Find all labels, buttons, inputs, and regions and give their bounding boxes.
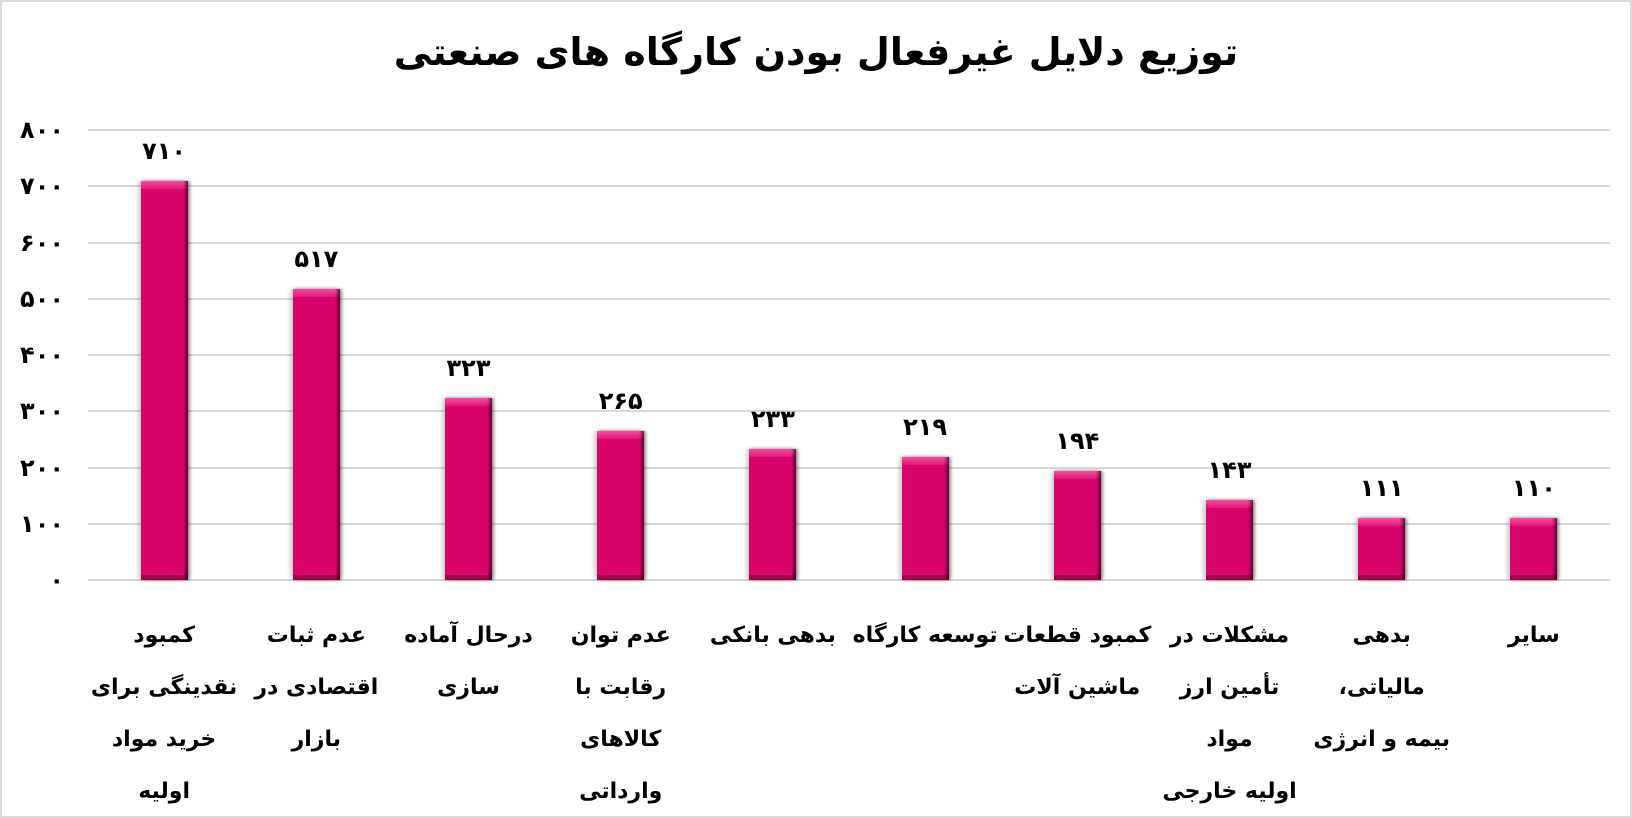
y-axis-tick-label: ۵۰۰ bbox=[20, 284, 64, 313]
y-axis-tick-label: ۳۰۰ bbox=[20, 397, 64, 426]
category-label-line: اقتصادی در bbox=[254, 675, 379, 700]
category-label-line: بیمه و انرژی bbox=[1313, 727, 1450, 752]
bar[interactable] bbox=[1358, 517, 1406, 581]
gridline bbox=[88, 354, 1610, 356]
gridline bbox=[88, 466, 1610, 469]
category-label-line: تأمین ارز مواد bbox=[1179, 675, 1280, 752]
category-label-line: عدم توان bbox=[570, 623, 671, 648]
y-axis-tick-label: ۱۰۰ bbox=[20, 509, 64, 538]
category-label: توسعه کارگاه bbox=[850, 610, 1000, 662]
bar[interactable] bbox=[1053, 470, 1101, 581]
gridline bbox=[88, 410, 1610, 413]
gridline bbox=[88, 579, 1610, 581]
gridline bbox=[88, 522, 1610, 525]
data-value-label: ۱۱۰ bbox=[1511, 474, 1556, 503]
category-label-line: سازی bbox=[437, 675, 500, 700]
category-label-line: کالاهای bbox=[580, 727, 662, 752]
chart-title: توزیع دلایل غیرفعال بودن کارگاه های صنعت… bbox=[393, 30, 1239, 74]
category-label-line: سایر bbox=[1507, 623, 1560, 648]
data-value-label: ۲۱۹ bbox=[903, 412, 948, 441]
category-label: کمبود قطعات ماشین آلات bbox=[1002, 610, 1152, 714]
gridline bbox=[88, 241, 1610, 244]
data-value-label: ۱۱۱ bbox=[1359, 473, 1404, 502]
category-label-line: بدهی بانکی bbox=[709, 623, 836, 648]
bar-bevel bbox=[292, 575, 340, 580]
category-label-line: اولیه خارجی bbox=[1162, 779, 1297, 804]
bar[interactable] bbox=[1206, 499, 1253, 581]
category-label: کمبود نقدینگی برای خرید مواد اولیه bbox=[89, 610, 239, 818]
bar[interactable] bbox=[749, 448, 797, 581]
data-value-label: ۱۹۴ bbox=[1055, 426, 1100, 455]
bar[interactable] bbox=[901, 456, 949, 581]
bar-bevel bbox=[1510, 575, 1558, 580]
bar-bevel bbox=[1053, 575, 1101, 580]
category-label: بدهی بانکی bbox=[698, 610, 848, 662]
gridline bbox=[88, 297, 1610, 300]
bar-bevel bbox=[749, 575, 797, 580]
bar-bevel bbox=[140, 575, 188, 580]
bar-bevel bbox=[597, 575, 645, 580]
category-label-line: اولیه bbox=[138, 779, 190, 804]
category-label-line: رقابت با bbox=[575, 675, 667, 700]
y-axis-tick-label: ۸۰۰ bbox=[20, 116, 64, 144]
y-axis-tick-label: ۰ bbox=[49, 566, 64, 594]
category-label-line: کمبود bbox=[133, 623, 195, 648]
bar-bevel bbox=[1206, 575, 1253, 580]
category-label-line: ماشین آلات bbox=[1014, 675, 1141, 700]
category-label-line: کمبود قطعات bbox=[1003, 623, 1152, 648]
data-value-label: ۵۱۷ bbox=[294, 245, 339, 274]
category-label-line: خرید مواد bbox=[111, 727, 217, 752]
bar[interactable] bbox=[292, 289, 340, 580]
bar[interactable] bbox=[1510, 518, 1558, 580]
data-value-label: ۲۶۵ bbox=[598, 386, 643, 415]
bar-bevel bbox=[901, 575, 949, 580]
y-axis-tick-label: ۲۰۰ bbox=[20, 453, 64, 482]
category-label-line: درحال آماده bbox=[404, 623, 533, 648]
data-value-label: ۳۲۳ bbox=[446, 354, 491, 383]
category-label: سایر bbox=[1459, 610, 1609, 662]
category-label-line: مشکلات در bbox=[1169, 623, 1290, 648]
category-label-line: عدم ثبات bbox=[266, 623, 366, 648]
bar-bevel bbox=[445, 575, 492, 580]
category-label: درحال آماده سازی bbox=[394, 610, 544, 714]
data-value-label: ۷۱۰ bbox=[142, 136, 187, 165]
y-axis-tick-label: ۶۰۰ bbox=[20, 228, 64, 257]
data-value-label: ۲۳۳ bbox=[750, 404, 795, 433]
category-label-line: توسعه کارگاه bbox=[852, 623, 998, 648]
bar[interactable] bbox=[597, 430, 645, 581]
bar[interactable] bbox=[445, 398, 492, 580]
category-label-line: بازار bbox=[291, 727, 341, 752]
gridline bbox=[88, 129, 1610, 131]
gridline bbox=[88, 185, 1610, 188]
y-axis-tick-label: ۴۰۰ bbox=[20, 341, 64, 369]
bar[interactable] bbox=[140, 180, 188, 581]
category-label: بدهی مالیاتی، بیمه و انرژی bbox=[1307, 610, 1457, 766]
data-value-label: ۱۴۳ bbox=[1207, 455, 1252, 484]
bar-bevel bbox=[1358, 575, 1406, 580]
category-label: عدم توان رقابت با کالاهای وارداتی bbox=[546, 610, 696, 818]
category-label: عدم ثبات اقتصادی در بازار bbox=[241, 610, 391, 766]
category-label-line: بدهی مالیاتی، bbox=[1338, 623, 1425, 700]
category-label-line: وارداتی bbox=[579, 779, 663, 804]
y-axis-tick-label: ۷۰۰ bbox=[20, 172, 64, 201]
category-label: مشکلات در تأمین ارز مواد اولیه خارجی bbox=[1155, 610, 1305, 818]
category-label-line: نقدینگی برای bbox=[90, 675, 238, 700]
